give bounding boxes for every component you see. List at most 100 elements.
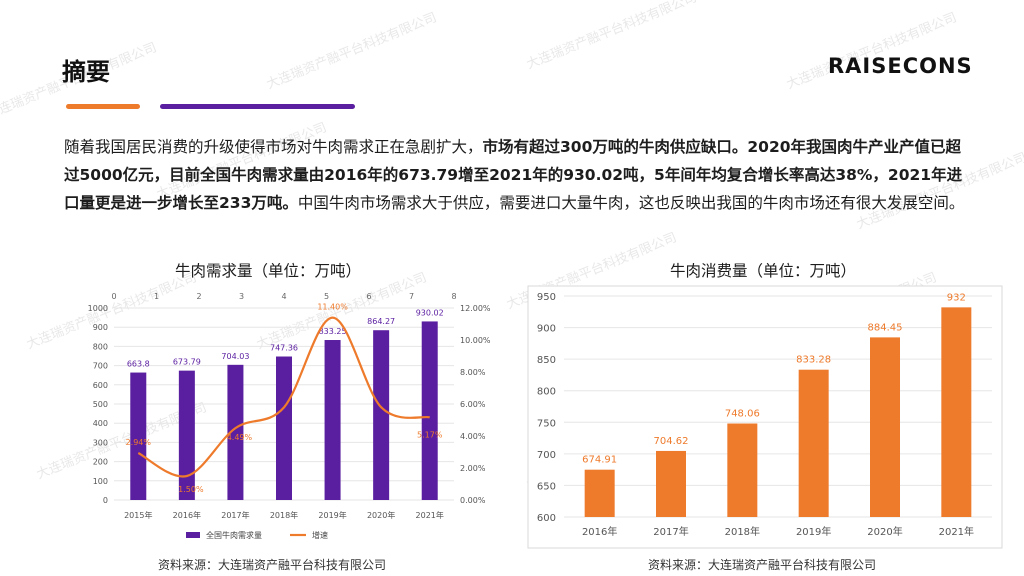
y-right-tick-label: 4.00% bbox=[460, 432, 486, 441]
raisecons-logo: RAISECONS bbox=[828, 54, 973, 78]
y-tick-label: 650 bbox=[537, 481, 556, 492]
y-tick-label: 300 bbox=[93, 438, 108, 447]
x-tick-label: 2017年 bbox=[221, 510, 249, 520]
y-right-tick-label: 8.00% bbox=[460, 368, 486, 377]
x-tick-label: 2018年 bbox=[725, 525, 760, 538]
top-tick-label: 6 bbox=[366, 292, 371, 301]
y-right-tick-label: 10.00% bbox=[460, 336, 491, 345]
top-tick-label: 8 bbox=[451, 292, 456, 301]
y-tick-label: 800 bbox=[537, 387, 556, 398]
watermark-text: 大连瑞资产融平台科技有限公司 bbox=[264, 10, 439, 93]
y-tick-label: 600 bbox=[93, 381, 108, 390]
intro-text-bold: 市场有超过300万吨的牛肉供应缺口。2020年我国肉牛产业产值已超过5000亿元… bbox=[64, 138, 963, 212]
growth-label: 2.94% bbox=[126, 438, 152, 447]
x-tick-label: 2016年 bbox=[173, 510, 201, 520]
title-accent-orange bbox=[66, 104, 140, 109]
y-right-tick-label: 0.00% bbox=[460, 496, 486, 505]
bar bbox=[798, 369, 829, 517]
x-tick-label: 2015年 bbox=[124, 510, 152, 520]
intro-text-1: 随着我国居民消费的升级使得市场对牛肉需求正在急剧扩大， bbox=[64, 138, 483, 156]
bar bbox=[727, 423, 758, 517]
intro-text-2: 中国牛肉市场需求大于供应，需要进口大量牛肉，这也反映出我国的牛肉市场还有很大发展… bbox=[297, 194, 965, 212]
right-source-note: 资料来源：大连瑞资产融平台科技有限公司 bbox=[648, 558, 877, 572]
bar-value-label: 673.79 bbox=[173, 358, 201, 367]
x-tick-label: 2016年 bbox=[582, 525, 617, 538]
watermark-text: 大连瑞资产融平台科技有限公司 bbox=[784, 10, 959, 93]
x-tick-label: 2020年 bbox=[867, 525, 902, 538]
bar-value-label: 747.36 bbox=[270, 344, 298, 353]
consumption-chart: 600 650 700 750 800 850 900 950 674.91 2016年 704.6… bbox=[527, 285, 1003, 549]
y-tick-label: 600 bbox=[537, 513, 556, 524]
top-tick-label: 1 bbox=[154, 292, 159, 301]
bar bbox=[324, 340, 341, 500]
y-tick-label: 500 bbox=[93, 400, 108, 409]
bar-value-label: 663.8 bbox=[127, 360, 150, 369]
left-chart-title: 牛肉需求量（单位：万吨） bbox=[175, 262, 362, 280]
title-accent-purple bbox=[160, 104, 355, 109]
growth-label: 5.17% bbox=[417, 430, 443, 439]
bar-value-label: 704.62 bbox=[654, 436, 689, 447]
bar bbox=[421, 321, 438, 500]
y-tick-label: 850 bbox=[537, 355, 556, 366]
bar-value-label: 674.91 bbox=[582, 455, 617, 466]
bar-value-label: 833.25 bbox=[319, 327, 347, 336]
bar bbox=[656, 450, 686, 517]
bar bbox=[584, 469, 615, 517]
x-tick-label: 2018年 bbox=[270, 510, 298, 520]
x-tick-label: 2019年 bbox=[796, 525, 831, 538]
y-tick-label: 0 bbox=[103, 496, 108, 505]
bar-value-label: 704.03 bbox=[221, 352, 249, 361]
bar bbox=[276, 356, 292, 500]
left-source-note: 资料来源：大连瑞资产融平台科技有限公司 bbox=[158, 558, 387, 572]
growth-line bbox=[137, 316, 430, 478]
y-tick-label: 700 bbox=[537, 450, 556, 461]
y-tick-label: 100 bbox=[93, 477, 108, 486]
y-tick-label: 900 bbox=[537, 324, 556, 335]
x-tick-label: 2020年 bbox=[367, 510, 395, 520]
bar bbox=[130, 372, 147, 500]
x-tick-label: 2017年 bbox=[653, 525, 688, 538]
top-tick-label: 5 bbox=[324, 292, 329, 301]
y-tick-label: 400 bbox=[93, 419, 108, 428]
x-tick-label: 2019年 bbox=[318, 510, 346, 520]
y-tick-label: 200 bbox=[93, 458, 108, 467]
bar-value-label: 932 bbox=[947, 292, 966, 303]
top-tick-label: 4 bbox=[281, 292, 286, 301]
y-right-tick-label: 6.00% bbox=[460, 400, 486, 409]
bar bbox=[178, 370, 195, 500]
bar bbox=[373, 330, 390, 500]
bar-value-label: 864.27 bbox=[367, 317, 395, 326]
bar bbox=[870, 337, 900, 517]
legend-label-demand: 全国牛肉需求量 bbox=[206, 530, 262, 540]
y-tick-label: 700 bbox=[93, 362, 108, 371]
y-tick-label: 1000 bbox=[88, 304, 108, 313]
growth-label: 4.49% bbox=[227, 433, 253, 442]
watermark-text: 大连瑞资产融平台科技有限公司 bbox=[524, 0, 699, 73]
bar-value-label: 833.28 bbox=[796, 355, 831, 366]
bar-value-label: 930.02 bbox=[416, 308, 444, 317]
y-tick-label: 950 bbox=[537, 292, 556, 303]
legend-label-growth: 增速 bbox=[312, 530, 328, 540]
y-tick-label: 900 bbox=[93, 323, 108, 332]
bar-value-label: 884.45 bbox=[868, 322, 903, 333]
bar-value-label: 748.06 bbox=[725, 409, 760, 420]
x-tick-label: 2021年 bbox=[939, 525, 974, 538]
top-tick-label: 7 bbox=[409, 292, 414, 301]
y-tick-label: 750 bbox=[537, 418, 556, 429]
legend-swatch-demand bbox=[186, 532, 200, 538]
top-tick-label: 3 bbox=[239, 292, 244, 301]
demand-chart: 0 1 2 3 4 5 6 7 8 0 100 200 300 400 500 600 700 800 900 100… bbox=[88, 292, 491, 540]
y-right-tick-label: 12.00% bbox=[460, 304, 491, 313]
bar bbox=[227, 364, 244, 500]
growth-label: 1.50% bbox=[178, 485, 204, 494]
bar bbox=[941, 307, 972, 517]
top-tick-label: 2 bbox=[196, 292, 201, 301]
intro-paragraph: 随着我国居民消费的升级使得市场对牛肉需求正在急剧扩大，市场有超过300万吨的牛肉… bbox=[64, 133, 974, 217]
page-title: 摘要 bbox=[62, 58, 110, 86]
right-chart-title: 牛肉消费量（单位：万吨） bbox=[670, 262, 857, 280]
top-tick-label: 0 bbox=[111, 292, 116, 301]
growth-label: 11.40% bbox=[317, 303, 348, 312]
y-right-tick-label: 2.00% bbox=[460, 464, 486, 473]
x-tick-label: 2021年 bbox=[416, 510, 444, 520]
y-tick-label: 800 bbox=[93, 342, 108, 351]
